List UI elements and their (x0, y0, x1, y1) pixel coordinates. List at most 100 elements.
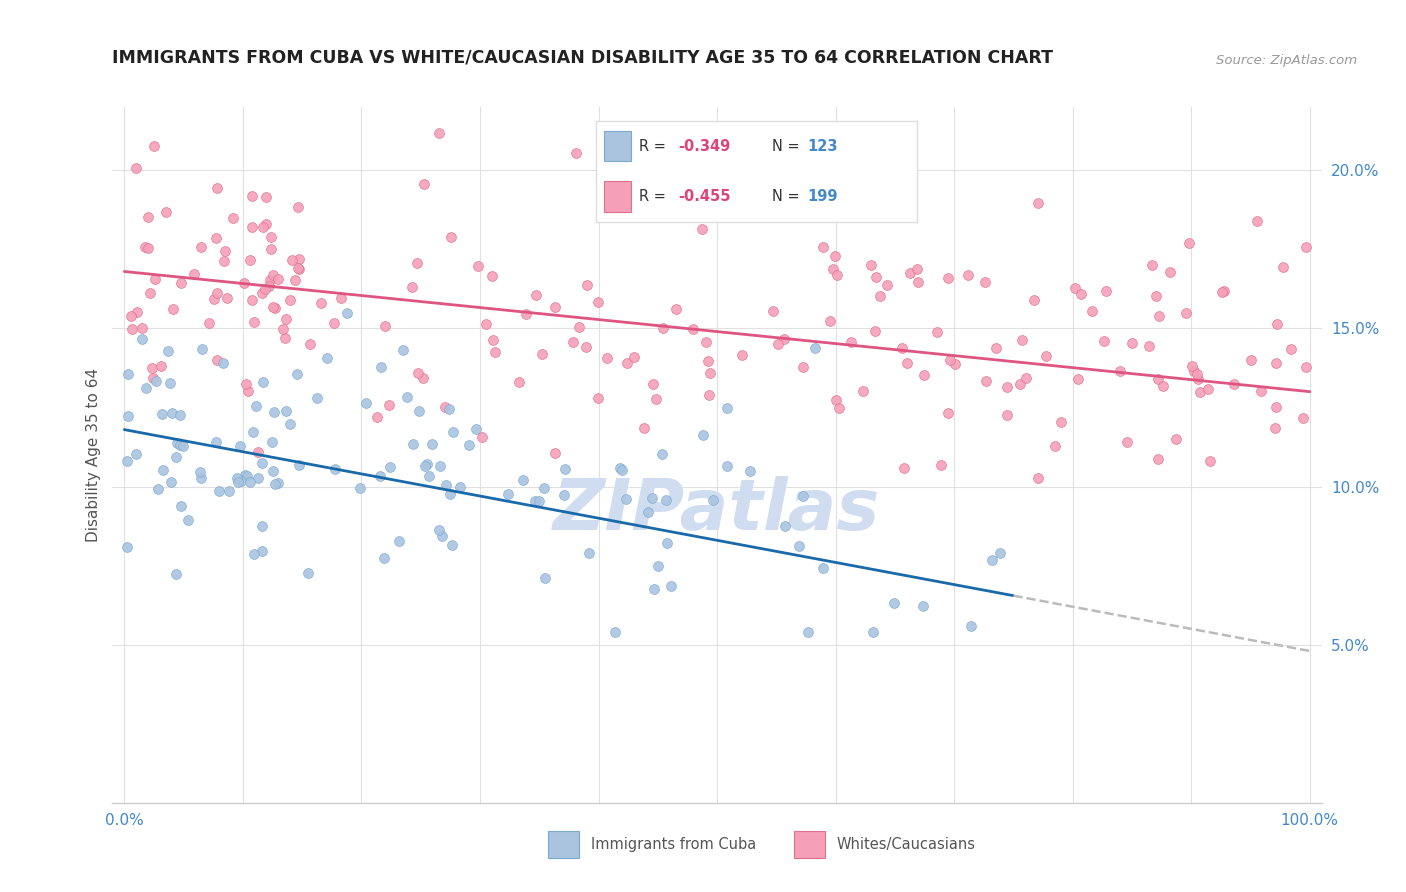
Point (596, 351, 619, 366)
Point (614, 491, 637, 506)
Point (554, 462, 576, 476)
Point (907, 275, 929, 289)
Point (825, 392, 848, 407)
Point (1121, 335, 1143, 350)
Point (524, 288, 547, 302)
Point (792, 489, 814, 503)
Point (169, 408, 191, 422)
Point (465, 421, 488, 435)
Point (299, 337, 322, 351)
Point (165, 566, 187, 581)
Point (825, 268, 848, 282)
Point (229, 474, 252, 488)
Point (995, 380, 1018, 394)
Point (905, 262, 928, 277)
Point (527, 493, 550, 508)
Point (633, 420, 655, 434)
Point (148, 482, 170, 496)
Point (1147, 309, 1170, 323)
Point (263, 477, 285, 491)
Point (936, 271, 959, 285)
Point (427, 126, 450, 140)
Point (263, 405, 285, 419)
Point (288, 458, 311, 472)
Point (150, 407, 173, 421)
Point (374, 319, 396, 334)
Point (772, 332, 794, 346)
Point (1146, 372, 1168, 386)
Point (699, 388, 721, 402)
Point (1067, 371, 1090, 385)
Point (204, 231, 226, 245)
Point (458, 437, 481, 451)
Point (1175, 305, 1198, 319)
Point (262, 268, 284, 283)
Point (512, 473, 534, 487)
Point (1144, 289, 1167, 303)
Point (1250, 384, 1272, 398)
Point (1015, 371, 1038, 385)
Point (141, 361, 163, 376)
Point (136, 241, 159, 255)
Point (191, 342, 214, 356)
Point (366, 409, 388, 424)
Point (575, 340, 598, 354)
Point (356, 395, 378, 409)
Point (439, 486, 461, 500)
Point (544, 300, 567, 314)
Point (1164, 433, 1187, 447)
Point (134, 240, 156, 254)
Point (637, 505, 659, 519)
Point (262, 301, 284, 315)
Point (821, 262, 844, 277)
Point (841, 334, 863, 349)
Point (190, 240, 212, 254)
Point (883, 596, 905, 610)
Point (787, 539, 810, 553)
Point (869, 289, 891, 303)
Point (876, 278, 898, 293)
Point (212, 253, 235, 268)
Point (616, 356, 638, 370)
Point (240, 293, 263, 308)
Point (297, 566, 319, 580)
Point (1026, 195, 1049, 210)
Point (349, 481, 371, 495)
Point (287, 262, 309, 277)
Point (233, 467, 256, 482)
Point (378, 460, 401, 475)
Point (862, 624, 884, 639)
Point (803, 341, 825, 355)
Point (278, 417, 301, 432)
Point (440, 230, 463, 244)
Point (863, 324, 886, 338)
Point (370, 360, 392, 375)
Point (860, 259, 883, 273)
Point (142, 371, 165, 385)
Point (228, 475, 250, 490)
Point (891, 342, 914, 356)
Point (1109, 364, 1132, 378)
Point (766, 337, 789, 351)
Point (160, 406, 183, 420)
Point (252, 220, 274, 235)
Point (865, 270, 887, 285)
Point (401, 436, 423, 450)
Point (252, 519, 274, 533)
Point (702, 493, 724, 508)
Point (172, 439, 194, 453)
Point (690, 222, 713, 236)
Point (212, 356, 235, 370)
Point (430, 529, 453, 543)
Point (204, 293, 226, 307)
Point (235, 469, 257, 483)
Point (378, 398, 401, 412)
Point (373, 550, 395, 565)
Point (1295, 359, 1317, 374)
Point (437, 401, 460, 416)
Point (533, 571, 555, 585)
Point (1180, 359, 1202, 373)
Point (120, 310, 142, 324)
Point (208, 484, 231, 499)
Point (578, 546, 600, 560)
